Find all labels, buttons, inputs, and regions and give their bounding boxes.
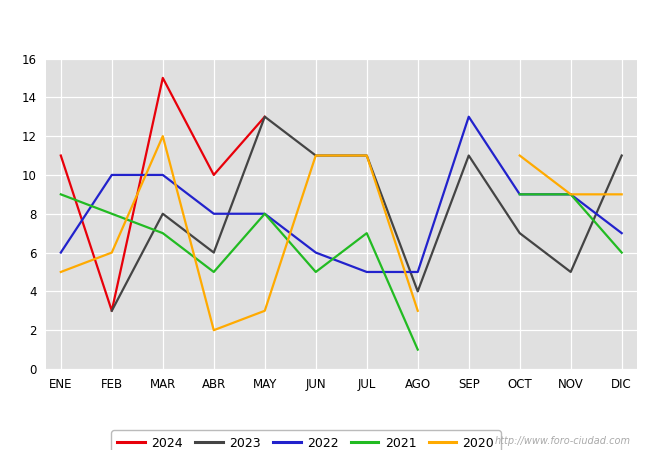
Text: Matriculaciones de Vehiculos en Órgiva: Matriculaciones de Vehiculos en Órgiva (148, 17, 502, 37)
Legend: 2024, 2023, 2022, 2021, 2020: 2024, 2023, 2022, 2021, 2020 (111, 430, 500, 450)
Text: http://www.foro-ciudad.com: http://www.foro-ciudad.com (495, 436, 630, 446)
